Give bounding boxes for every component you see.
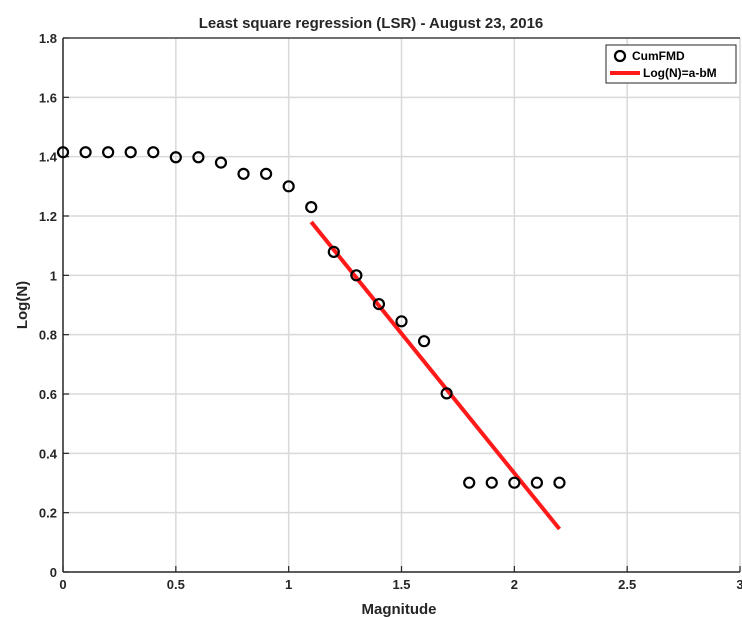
legend-label: CumFMD xyxy=(632,49,685,63)
y-tick-label: 0.8 xyxy=(39,328,57,343)
data-point xyxy=(260,167,273,180)
legend-marker-circle xyxy=(613,49,627,63)
data-point xyxy=(237,167,250,180)
data-point xyxy=(102,146,115,159)
x-tick-label: 0.5 xyxy=(167,577,185,592)
data-point xyxy=(530,476,544,489)
data-point xyxy=(169,151,182,164)
x-tick-label: 3 xyxy=(736,577,742,592)
legend-box xyxy=(605,44,737,84)
data-point xyxy=(327,245,340,258)
data-point xyxy=(192,151,205,164)
data-point xyxy=(350,269,363,282)
data-point xyxy=(124,146,137,159)
x-tick-label: 1.5 xyxy=(392,577,410,592)
data-point xyxy=(147,146,160,159)
chart-title: Least square regression (LSR) - August 2… xyxy=(199,15,544,32)
data-point xyxy=(56,146,70,159)
data-point xyxy=(214,156,228,169)
data-point xyxy=(485,476,498,489)
x-axis-label: Magnitude xyxy=(362,601,437,617)
y-axis-label: Log(N) xyxy=(14,281,31,329)
plot-area: 0 0.5 1 1.5 2 2.5 3 0 0.2 0.4 0.6 0.8 1 1.2 1.4 1.6 1.8 xyxy=(39,31,742,592)
data-point xyxy=(305,201,318,214)
x-tick-label: 2.5 xyxy=(618,577,636,592)
y-tick-label: 1.2 xyxy=(39,209,57,224)
y-tick-label: 0.6 xyxy=(39,387,57,402)
y-tick-label: 1 xyxy=(50,268,57,283)
legend: CumFMD Log(N)=a-bM xyxy=(605,44,737,84)
data-point xyxy=(553,476,566,489)
y-tick-label: 1.6 xyxy=(39,90,57,105)
y-tick-label: 1.8 xyxy=(39,31,57,46)
data-point xyxy=(463,476,476,489)
data-point xyxy=(417,335,431,348)
x-tick-label: 0 xyxy=(59,577,66,592)
data-point xyxy=(79,146,92,159)
y-tick-label: 0.4 xyxy=(39,446,58,461)
y-tick-label: 0.2 xyxy=(39,506,57,521)
data-point xyxy=(282,180,295,193)
data-point xyxy=(508,476,521,489)
data-point xyxy=(440,387,453,400)
y-tick-label: 1.4 xyxy=(39,150,58,165)
x-tick-label: 2 xyxy=(511,577,518,592)
x-tick-label: 1 xyxy=(285,577,292,592)
data-point xyxy=(395,315,408,328)
y-tick-label: 0 xyxy=(50,565,57,580)
data-point xyxy=(372,298,386,311)
legend-label: Log(N)=a-bM xyxy=(643,66,717,80)
